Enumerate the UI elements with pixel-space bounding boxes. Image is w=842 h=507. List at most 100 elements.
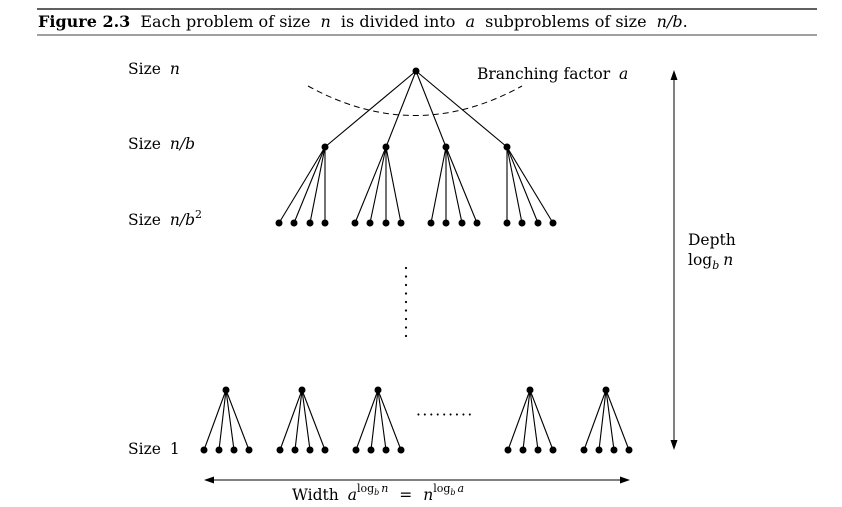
tree-node-leaf-4-1 (595, 446, 603, 454)
vertical-ellipsis-dot (404, 283, 408, 287)
tree-node-leaf-1-0 (276, 446, 284, 454)
tree-edge-l1-2-2 (445, 146, 463, 224)
vertical-ellipsis-dot (404, 334, 408, 338)
tree-node-l1-3 (503, 143, 511, 151)
tree-node-l2-2-1 (442, 219, 450, 227)
tree-node-leaf-2-1 (367, 446, 375, 454)
tree-edge-bottom-0-0 (203, 389, 227, 451)
tree-node-bottom-3 (526, 386, 534, 394)
tree-edge-bottom-4-3 (605, 389, 630, 451)
tree-edge-l1-2-3 (445, 146, 478, 224)
tree-node-l2-0-3 (321, 219, 329, 227)
tree-node-l1-2 (442, 143, 450, 151)
caption-var-a: a (465, 12, 475, 31)
tree-node-leaf-3-1 (519, 446, 527, 454)
tree-node-root (412, 67, 420, 75)
level-label-2: Size n/b2 (128, 208, 202, 229)
tree-edge-l1-1-0 (354, 146, 387, 224)
tree-node-leaf-0-1 (215, 446, 223, 454)
tree-edge-bottom-3-0 (507, 389, 531, 451)
tree-edge-l1-3-1 (506, 146, 523, 224)
level-label-0: Size n (128, 60, 180, 78)
caption-var-nb: n/b (657, 12, 683, 31)
tree-node-leaf-1-2 (306, 446, 314, 454)
tree-node-bottom-4 (602, 386, 610, 394)
tree-node-l2-2-3 (473, 219, 481, 227)
tree-node-leaf-3-3 (549, 446, 557, 454)
tree-node-bottom-0 (222, 386, 230, 394)
tree-edge-bottom-3-2 (529, 389, 539, 451)
tree-node-bottom-2 (374, 386, 382, 394)
tree-edge-bottom-4-1 (598, 389, 607, 451)
tree-edge-bottom-2-3 (377, 389, 402, 451)
tree-node-bottom-1 (298, 386, 306, 394)
tree-node-l1-1 (382, 143, 390, 151)
tree-edge-root-1 (385, 70, 417, 148)
tree-edge-root-3 (415, 70, 508, 148)
tree-node-l2-2-2 (458, 219, 466, 227)
horizontal-ellipsis: ········· (416, 406, 474, 424)
tree-node-leaf-2-3 (397, 446, 405, 454)
tree-edge-bottom-1-0 (279, 389, 303, 451)
tree-node-l2-0-2 (306, 219, 314, 227)
recursion-tree (200, 67, 633, 454)
tree-node-leaf-4-2 (610, 446, 618, 454)
tree-node-leaf-0-3 (245, 446, 253, 454)
width-label: Width alogb n = nlogb a (292, 478, 464, 504)
tree-edge-l1-3-2 (506, 146, 539, 224)
caption-text-1: Each problem of size (140, 12, 310, 31)
tree-edge-bottom-1-3 (301, 389, 326, 451)
tree-edge-bottom-2-0 (355, 389, 379, 451)
level-label-3: Size 1 (128, 440, 180, 458)
tree-edge-bottom-1-1 (294, 389, 303, 451)
tree-edge-l1-0-2 (309, 146, 326, 224)
level-label-1: Size n/b (128, 135, 195, 153)
tree-node-leaf-4-3 (625, 446, 633, 454)
tree-edge-root-2 (415, 70, 447, 148)
tree-node-l2-3-1 (518, 219, 526, 227)
tree-node-l2-0-1 (290, 219, 298, 227)
tree-node-l2-1-1 (366, 219, 374, 227)
vertical-ellipsis-dot (404, 326, 408, 329)
vertical-ellipsis-dot (404, 292, 408, 295)
tree-node-l2-3-2 (534, 219, 542, 227)
caption-period: . (683, 12, 688, 31)
tree-node-leaf-3-2 (534, 446, 542, 454)
vertical-ellipsis-dot (404, 300, 408, 304)
width-arrow (204, 476, 630, 484)
vertical-ellipsis-dot (404, 317, 408, 321)
tree-edge-l1-0-1 (293, 146, 326, 224)
tree-edge-l1-2-0 (430, 146, 447, 224)
tree-node-l2-0-0 (275, 219, 283, 227)
branching-arc (307, 85, 523, 116)
tree-node-leaf-1-1 (291, 446, 299, 454)
tree-node-l2-3-0 (503, 219, 511, 227)
tree-edge-bottom-0-3 (225, 389, 250, 451)
vertical-ellipsis-dot (404, 309, 408, 312)
tree-node-l2-2-0 (427, 219, 435, 227)
tree-edge-bottom-4-0 (583, 389, 607, 451)
tree-node-l2-3-3 (549, 219, 557, 227)
tree-edge-bottom-2-2 (377, 389, 387, 451)
tree-node-leaf-0-2 (230, 446, 238, 454)
depth-label: Depth (688, 231, 736, 249)
tree-node-leaf-2-0 (352, 446, 360, 454)
vertical-ellipsis (404, 266, 408, 338)
tree-edge-l1-1-1 (369, 146, 387, 224)
tree-node-leaf-1-3 (321, 446, 329, 454)
depth-arrow (670, 70, 678, 450)
tree-node-l2-1-0 (351, 219, 359, 227)
caption-var-n: n (321, 12, 331, 31)
tree-node-l2-1-2 (382, 219, 390, 227)
tree-edge-bottom-3-1 (522, 389, 531, 451)
depth-value: logb n (688, 251, 733, 272)
tree-edge-l1-3-3 (506, 146, 554, 224)
tree-node-l2-1-3 (397, 219, 405, 227)
caption-text-2: is divided into (341, 12, 455, 31)
tree-edge-l1-1-3 (385, 146, 402, 224)
tree-edge-bottom-4-2 (605, 389, 615, 451)
tree-node-leaf-4-0 (580, 446, 588, 454)
tree-edge-root-0 (324, 70, 417, 148)
figure-label: Figure 2.3 (38, 12, 130, 31)
